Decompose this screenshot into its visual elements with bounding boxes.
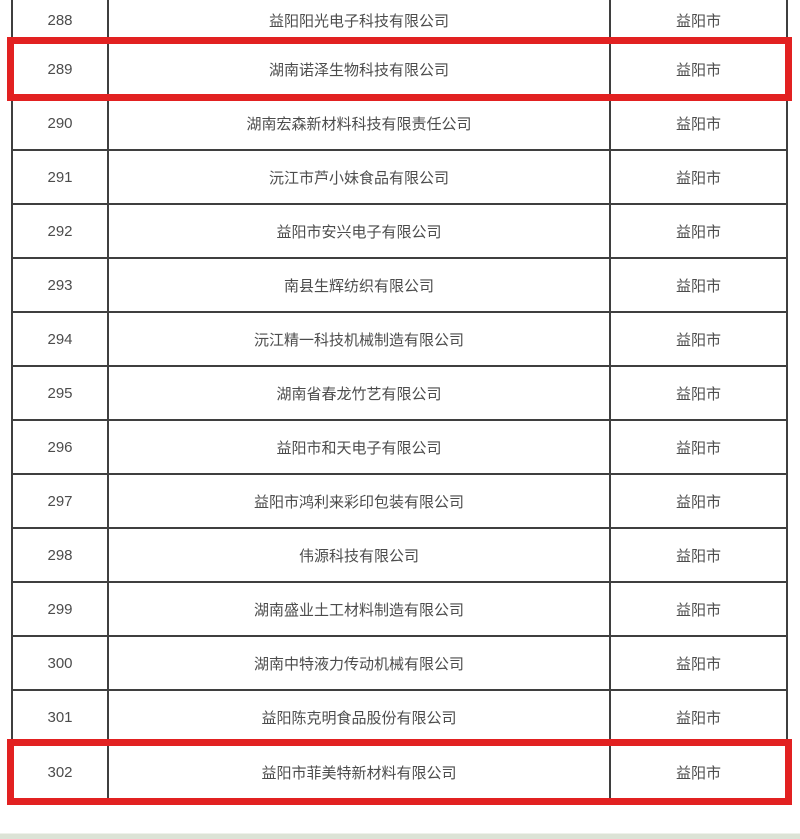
company-name-cell: 益阳阳光电子科技有限公司 [107,0,611,43]
table-row: 300 湖南中特液力传动机械有限公司 益阳市 [11,635,788,691]
table-row: 290 湖南宏森新材料科技有限责任公司 益阳市 [11,95,788,151]
company-name-cell: 沅江精一科技机械制造有限公司 [107,311,611,367]
city-cell: 益阳市 [609,581,788,637]
company-name-cell: 沅江市芦小妹食品有限公司 [107,149,611,205]
company-name-cell: 益阳市菲美特新材料有限公司 [107,743,611,801]
company-name-cell: 湖南盛业土工材料制造有限公司 [107,581,611,637]
company-name-cell: 湖南诺泽生物科技有限公司 [107,41,611,97]
table-row: 293 南县生辉纺织有限公司 益阳市 [11,257,788,313]
row-number-cell: 289 [11,41,109,97]
city-cell: 益阳市 [609,149,788,205]
table-row: 291 沅江市芦小妹食品有限公司 益阳市 [11,149,788,205]
city-cell: 益阳市 [609,0,788,43]
table-row: 288 益阳阳光电子科技有限公司 益阳市 [11,0,788,43]
city-cell: 益阳市 [609,743,788,801]
company-name-cell: 益阳陈克明食品股份有限公司 [107,689,611,745]
city-cell: 益阳市 [609,689,788,745]
row-number-cell: 297 [11,473,109,529]
company-name-cell: 益阳市和天电子有限公司 [107,419,611,475]
table-row: 289 湖南诺泽生物科技有限公司 益阳市 [11,41,788,97]
table-row: 298 伟源科技有限公司 益阳市 [11,527,788,583]
row-number-cell: 291 [11,149,109,205]
city-cell: 益阳市 [609,419,788,475]
row-number-cell: 290 [11,95,109,151]
table-row: 292 益阳市安兴电子有限公司 益阳市 [11,203,788,259]
city-cell: 益阳市 [609,311,788,367]
company-name-cell: 湖南中特液力传动机械有限公司 [107,635,611,691]
row-number-cell: 296 [11,419,109,475]
city-cell: 益阳市 [609,95,788,151]
table-row: 299 湖南盛业土工材料制造有限公司 益阳市 [11,581,788,637]
row-number-cell: 302 [11,743,109,801]
table-row: 296 益阳市和天电子有限公司 益阳市 [11,419,788,475]
company-name-cell: 益阳市鸿利来彩印包装有限公司 [107,473,611,529]
company-name-cell: 湖南省春龙竹艺有限公司 [107,365,611,421]
table-row: 302 益阳市菲美特新材料有限公司 益阳市 [11,743,788,801]
table-row: 295 湖南省春龙竹艺有限公司 益阳市 [11,365,788,421]
table-row: 294 沅江精一科技机械制造有限公司 益阳市 [11,311,788,367]
company-name-cell: 伟源科技有限公司 [107,527,611,583]
city-cell: 益阳市 [609,635,788,691]
table-row: 301 益阳陈克明食品股份有限公司 益阳市 [11,689,788,745]
row-number-cell: 288 [11,0,109,43]
row-number-cell: 301 [11,689,109,745]
row-number-cell: 293 [11,257,109,313]
company-table-body: 288 益阳阳光电子科技有限公司 益阳市 289 湖南诺泽生物科技有限公司 益阳… [11,0,788,801]
row-number-cell: 292 [11,203,109,259]
city-cell: 益阳市 [609,527,788,583]
company-table: 288 益阳阳光电子科技有限公司 益阳市 289 湖南诺泽生物科技有限公司 益阳… [11,0,788,801]
row-number-cell: 299 [11,581,109,637]
row-number-cell: 298 [11,527,109,583]
company-name-cell: 湖南宏森新材料科技有限责任公司 [107,95,611,151]
row-number-cell: 294 [11,311,109,367]
city-cell: 益阳市 [609,257,788,313]
city-cell: 益阳市 [609,41,788,97]
city-cell: 益阳市 [609,365,788,421]
company-name-cell: 南县生辉纺织有限公司 [107,257,611,313]
city-cell: 益阳市 [609,203,788,259]
row-number-cell: 300 [11,635,109,691]
table-row: 297 益阳市鸿利来彩印包装有限公司 益阳市 [11,473,788,529]
city-cell: 益阳市 [609,473,788,529]
footer-strip [0,833,800,839]
company-name-cell: 益阳市安兴电子有限公司 [107,203,611,259]
row-number-cell: 295 [11,365,109,421]
